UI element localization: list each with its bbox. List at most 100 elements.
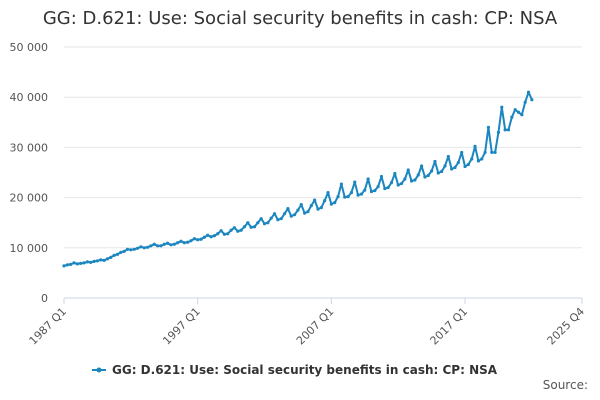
chart-title: GG: D.621: Use: Social security benefits…: [42, 8, 558, 29]
data-point: [219, 229, 223, 233]
data-point: [232, 226, 237, 230]
data-point: [416, 173, 420, 177]
data-point: [483, 150, 487, 155]
data-point: [323, 199, 327, 203]
data-point: [135, 246, 140, 250]
data-point: [129, 248, 133, 252]
series-line: [63, 91, 533, 267]
data-point: [376, 184, 380, 189]
y-tick-label: 50 000: [10, 41, 49, 54]
data-point: [503, 128, 507, 132]
data-point: [430, 169, 434, 173]
data-point: [79, 261, 83, 265]
data-point: [506, 128, 511, 132]
data-point: [476, 159, 480, 163]
data-point: [496, 130, 501, 134]
data-point: [470, 157, 474, 161]
data-point: [383, 186, 387, 191]
data-point: [349, 190, 354, 195]
data-point: [356, 193, 360, 197]
data-point: [149, 244, 153, 248]
data-point: [303, 211, 307, 215]
source-label[interactable]: Source:: [542, 378, 588, 392]
data-point: [443, 164, 447, 168]
data-point: [132, 247, 136, 251]
data-point: [306, 210, 310, 214]
data-point: [409, 179, 414, 183]
data-point: [259, 217, 263, 221]
y-tick-label: 30 000: [10, 141, 49, 154]
data-point: [152, 242, 156, 246]
data-point: [313, 198, 317, 202]
data-point: [102, 258, 106, 262]
data-point: [112, 253, 116, 257]
data-point: [266, 221, 270, 225]
data-point: [526, 90, 531, 94]
data-point: [145, 245, 150, 249]
data-point: [329, 202, 333, 206]
data-point: [105, 257, 110, 261]
data-point: [159, 244, 163, 248]
data-point: [309, 204, 313, 208]
data-point: [520, 113, 524, 117]
x-tick-label: 2017 Q1: [428, 305, 471, 348]
data-point: [289, 214, 293, 218]
data-point: [182, 241, 186, 245]
y-tick-label: 20 000: [10, 192, 49, 205]
data-point: [373, 188, 377, 193]
data-point: [95, 259, 100, 263]
data-point: [510, 115, 514, 119]
data-point: [85, 260, 89, 264]
gridlines: [64, 46, 582, 299]
data-point: [333, 201, 337, 205]
data-point: [433, 159, 437, 164]
data-point: [192, 237, 196, 241]
data-point: [346, 194, 350, 199]
data-point: [272, 212, 277, 216]
legend-label[interactable]: GG: D.621: Use: Social security benefits…: [112, 363, 498, 377]
data-point: [279, 217, 283, 221]
data-point: [369, 189, 374, 194]
data-point: [319, 206, 323, 210]
data-point: [119, 250, 123, 254]
data-point: [473, 144, 477, 148]
x-tick-label: 2025 Q4: [545, 305, 588, 348]
data-point: [336, 194, 340, 199]
data-point: [326, 190, 330, 195]
data-point: [262, 222, 267, 226]
data-point: [426, 173, 430, 178]
data-point: [513, 108, 517, 112]
data-point: [282, 212, 287, 216]
x-tick-label: 1987 Q1: [27, 305, 70, 348]
data-point: [516, 110, 521, 114]
data-point: [446, 154, 450, 159]
legend[interactable]: GG: D.621: Use: Social security benefits…: [92, 363, 498, 377]
data-point: [89, 260, 93, 264]
data-point: [286, 207, 290, 211]
data-point: [493, 150, 497, 155]
data-point: [75, 262, 79, 266]
data-point: [199, 237, 203, 241]
data-point: [179, 239, 183, 243]
data-point: [523, 100, 527, 104]
data-point: [490, 150, 494, 155]
data-point: [229, 228, 233, 232]
data-point: [379, 174, 384, 179]
data-point: [139, 245, 143, 249]
data-point: [299, 203, 303, 207]
data-point: [363, 188, 367, 192]
data-point: [530, 98, 534, 102]
data-point: [246, 221, 250, 225]
data-point: [109, 255, 113, 259]
data-point: [460, 150, 464, 155]
data-point: [222, 232, 227, 236]
data-point: [115, 252, 120, 256]
data-point: [353, 180, 357, 184]
data-point: [486, 125, 491, 129]
y-tick-label: 40 000: [10, 91, 49, 104]
data-point: [92, 259, 96, 263]
x-axis: 1987 Q1 1997 Q1 2007 Q1 2017 Q1 2025 Q4: [27, 297, 588, 348]
data-point: [209, 235, 213, 239]
data-point: [403, 177, 407, 181]
data-point: [399, 181, 404, 186]
